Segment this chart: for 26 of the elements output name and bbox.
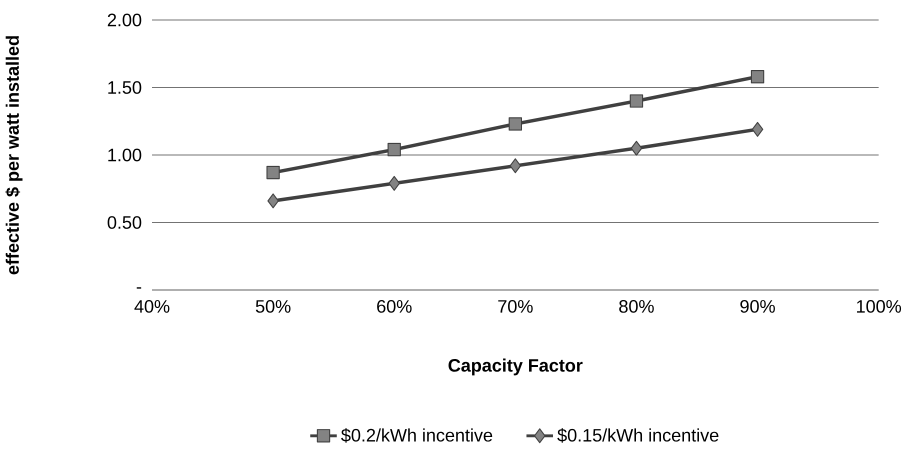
- y-tick-label: 0.50: [108, 216, 142, 229]
- y-tick-label: 2.00: [108, 14, 142, 26]
- point: [510, 158, 522, 174]
- point: [508, 117, 522, 131]
- x-tick-label: 60%: [377, 300, 412, 313]
- point: [750, 70, 764, 84]
- y-tick-label: -: [136, 287, 142, 289]
- x-tick-label: 100%: [857, 300, 902, 313]
- x-tick-label: 70%: [498, 300, 533, 313]
- point: [630, 94, 644, 108]
- point: [630, 140, 642, 156]
- x-tick-label: 40%: [134, 300, 170, 313]
- point: [266, 166, 280, 180]
- legend-label: $0.15/kWh incentive: [557, 428, 718, 443]
- point: [388, 176, 400, 191]
- x-tick-label: 50%: [256, 300, 290, 313]
- legend-label: $0.2/kWh incentive: [341, 428, 492, 443]
- point: [267, 193, 279, 208]
- x-tick-label: 90%: [740, 300, 775, 313]
- y-axis-title: effective $ per watt installed: [5, 36, 22, 274]
- point: [388, 142, 401, 156]
- y-tick-label: 1.50: [108, 81, 142, 94]
- x-axis-title: Capacity Factor: [448, 358, 583, 376]
- x-tick-label: 80%: [619, 300, 654, 313]
- point: [752, 122, 764, 137]
- y-tick-label: 1.00: [108, 148, 142, 162]
